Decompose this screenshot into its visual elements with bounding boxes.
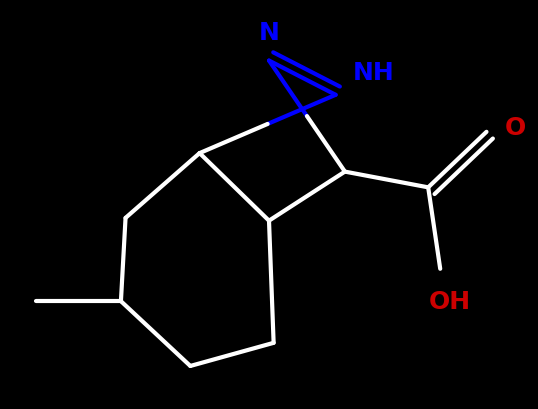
Text: O: O [505, 116, 526, 140]
Text: OH: OH [428, 290, 471, 313]
Text: N: N [259, 21, 279, 45]
Text: NH: NH [352, 61, 394, 85]
